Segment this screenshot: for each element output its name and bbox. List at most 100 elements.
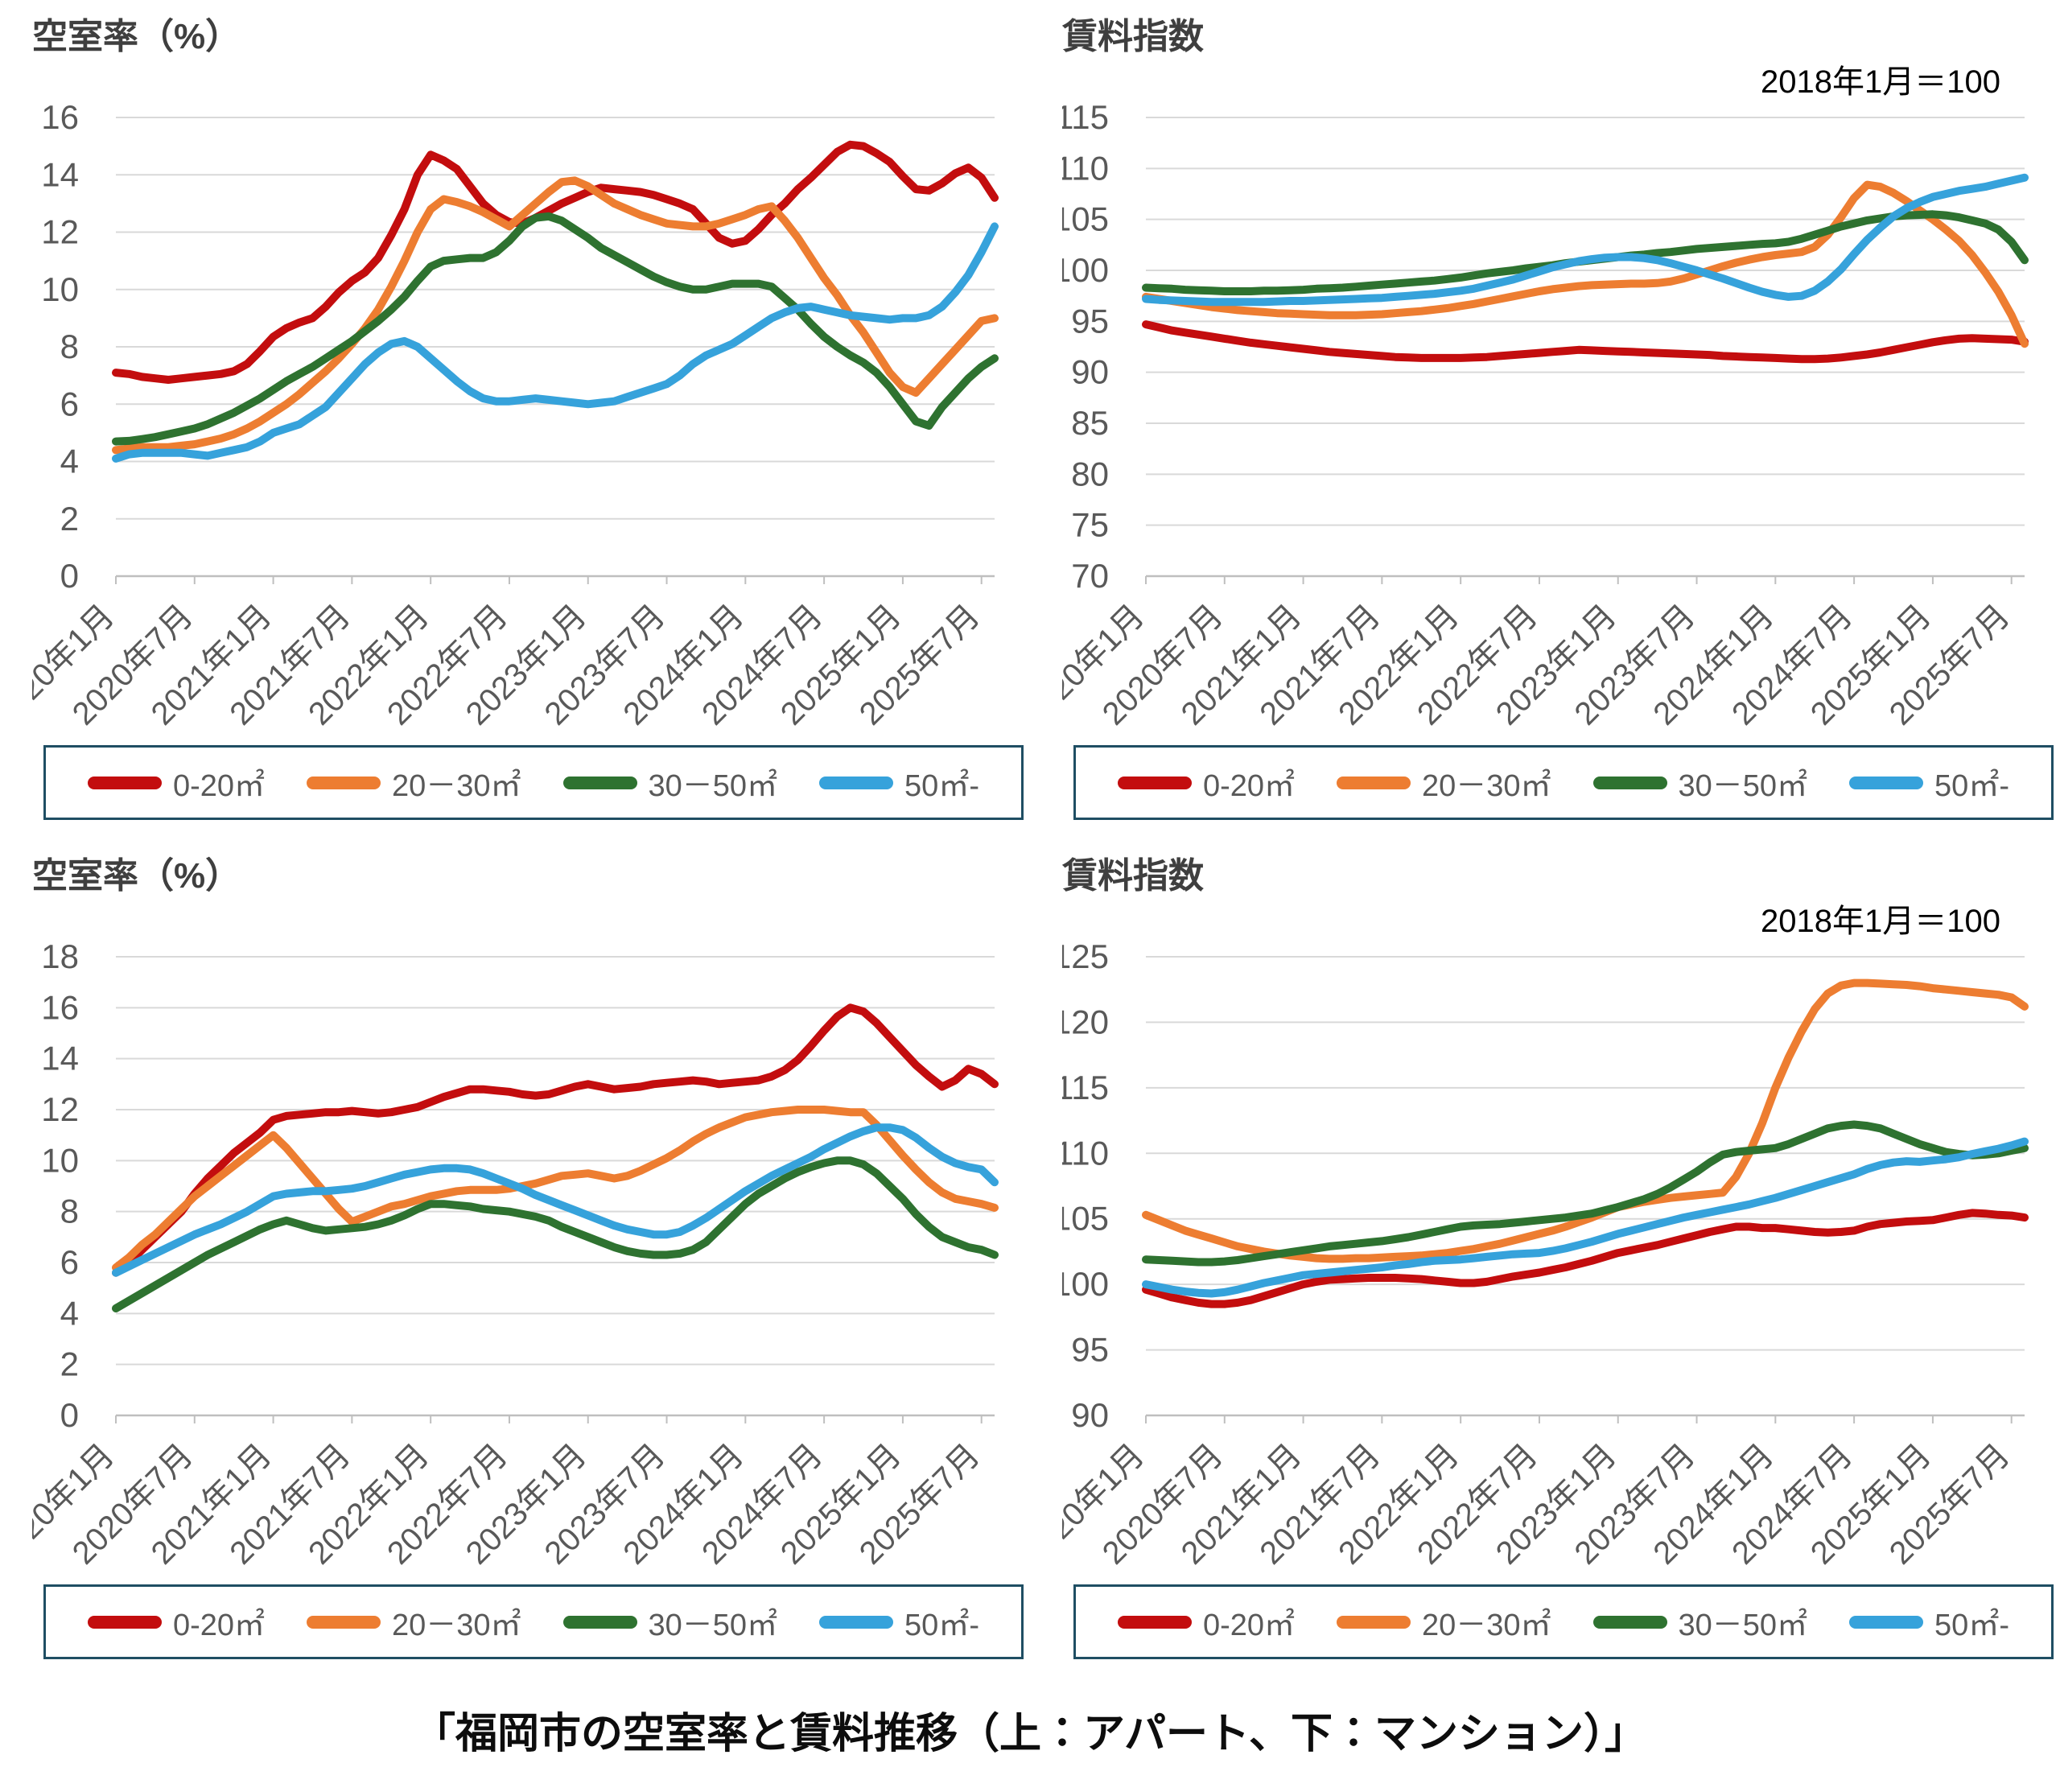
legend-label-50plus: 50㎡- — [904, 1609, 979, 1642]
mansion-vacancy-chart: 空室率（%） 0 2 4 6 8 10 12 14 16 18 2020年1月 2020年7月 2021… — [0, 839, 1030, 1679]
svg-text:16: 16 — [41, 105, 79, 136]
chart-subtitle — [32, 60, 1009, 105]
legend-item-50plus: 50㎡- — [1849, 1600, 2009, 1644]
svg-text:120: 120 — [1062, 1003, 1109, 1040]
legend-swatch-0-20-icon — [1117, 1615, 1192, 1629]
legend-item-20-30: 20－30㎡ — [1337, 760, 1551, 805]
chart-grid: 空室率（%） 0 2 4 6 8 10 12 14 16 2020年1月 2020年7月 2021年1… — [0, 0, 2060, 1679]
legend-item-30-50: 30－50㎡ — [562, 760, 778, 805]
legend-item-20-30: 20－30㎡ — [307, 760, 521, 805]
legend-label-50plus: 50㎡- — [1934, 769, 2009, 803]
svg-text:100: 100 — [1062, 251, 1109, 289]
chart-subtitle: 2018年1月＝100 — [1761, 904, 2000, 939]
legend-label-30-50: 30－50㎡ — [1678, 1609, 1808, 1642]
svg-text:125: 125 — [1062, 944, 1109, 975]
legend-label-30-50: 30－50㎡ — [648, 1609, 778, 1642]
legend-swatch-50plus-icon — [819, 1615, 894, 1629]
x-axis — [115, 1414, 995, 1423]
svg-text:110: 110 — [1062, 1134, 1109, 1172]
legend-label-50plus: 50㎡- — [1934, 1609, 2009, 1642]
chart-plot-area: 70 75 80 85 90 95 100 105 110 115 2020年1月2020年7月20… — [1017, 98, 2036, 740]
y-tick-labels: 90 95 100 105 110 115 120 125 — [1053, 937, 1109, 1434]
chart-title: 空室率（%） — [32, 17, 241, 56]
legend-swatch-30-50-icon — [562, 1615, 637, 1629]
y-tick-labels: 70 75 80 85 90 95 100 105 110 115 — [1053, 98, 1109, 595]
svg-text:2: 2 — [60, 500, 79, 538]
legend-item-30-50: 30－50㎡ — [1592, 1600, 1808, 1644]
legend-swatch-50plus-icon — [1849, 1615, 1924, 1629]
series-line-50plus — [112, 222, 999, 463]
legend-item-20-30: 20－30㎡ — [307, 1600, 521, 1644]
legend-label-30-50: 30－50㎡ — [1678, 769, 1808, 803]
series-line-50plus — [1142, 173, 2029, 307]
legend-item-0-20: 0-20㎡ — [87, 1600, 265, 1644]
series-line-0-20 — [1142, 1209, 2029, 1308]
svg-text:6: 6 — [60, 1243, 79, 1281]
svg-text:12: 12 — [41, 213, 79, 251]
svg-text:10: 10 — [41, 270, 79, 308]
chart-canvas-apartment-rent-index: 70 75 80 85 90 95 100 105 110 115 2020年1月2020年7月20… — [1017, 98, 2029, 732]
chart-legend: 0-20㎡ 20－30㎡ 30－50㎡ 50㎡- — [1073, 745, 2054, 820]
legend-swatch-30-50-icon — [1592, 776, 1667, 789]
chart-title: 賃料指数 — [1062, 17, 1204, 56]
svg-text:4: 4 — [60, 1294, 79, 1332]
series-line-30-50 — [1142, 210, 2029, 295]
mansion-rent-index-chart: 賃料指数 2018年1月＝100 90 95 100 105 110 115 120 125 2… — [1017, 839, 2060, 1679]
svg-text:4: 4 — [60, 443, 79, 480]
legend-label-50plus: 50㎡- — [904, 769, 979, 803]
y-tick-labels: 0 2 4 6 8 10 12 14 16 18 — [41, 937, 79, 1434]
x-tick-labels: 2020年1月2020年7月2021年1月2021年7月2022年1月2022年… — [1017, 598, 2017, 731]
chart-plot-area: 90 95 100 105 110 115 120 125 2020年1月2020年7月2021… — [1017, 937, 2036, 1580]
y-gridlines — [1146, 956, 2025, 1351]
series-line-0-20 — [1142, 320, 2029, 364]
apartment-vacancy-chart: 空室率（%） 0 2 4 6 8 10 12 14 16 2020年1月 2020年7月 2021年1… — [0, 0, 1030, 839]
chart-legend: 0-20㎡ 20－30㎡ 30－50㎡ 50㎡- — [43, 745, 1024, 820]
x-tick-labels: 2020年1月2020年7月2021年1月2021年7月2022年1月2022年… — [0, 598, 987, 731]
svg-text:85: 85 — [1071, 404, 1109, 442]
legend-swatch-20-30-icon — [307, 776, 381, 789]
series-line-30-50 — [112, 1156, 999, 1312]
x-tick-labels: 2020年1月2020年7月2021年1月2021年7月2022年1月2022年… — [0, 1437, 987, 1571]
legend-item-0-20: 0-20㎡ — [87, 760, 265, 805]
series-line-50plus — [112, 1123, 999, 1277]
legend-label-0-20: 0-20㎡ — [1202, 1609, 1296, 1642]
svg-text:90: 90 — [1071, 353, 1109, 391]
chart-plot-area: 0 2 4 6 8 10 12 14 16 2020年1月 2020年7月 2021年1月 2021年7… — [0, 98, 1006, 740]
series-line-0-20 — [112, 140, 999, 384]
legend-swatch-50plus-icon — [1849, 776, 1924, 789]
legend-swatch-50plus-icon — [819, 776, 894, 789]
svg-text:90: 90 — [1071, 1396, 1109, 1434]
svg-text:115: 115 — [1062, 105, 1109, 136]
legend-item-0-20: 0-20㎡ — [1117, 1600, 1296, 1644]
svg-text:0: 0 — [60, 1396, 79, 1434]
legend-item-50plus: 50㎡- — [1849, 760, 2009, 805]
legend-swatch-0-20-icon — [87, 1615, 162, 1629]
svg-text:95: 95 — [1071, 302, 1109, 340]
series-line-30-50 — [112, 212, 999, 446]
svg-text:115: 115 — [1062, 1069, 1109, 1106]
chart-subtitle — [32, 899, 1009, 944]
series-line-0-20 — [112, 1003, 999, 1277]
x-axis — [1145, 575, 2025, 584]
svg-text:95: 95 — [1071, 1331, 1109, 1369]
series-line-20-30 — [1142, 180, 2029, 348]
legend-swatch-20-30-icon — [1337, 776, 1411, 789]
legend-swatch-0-20-icon — [87, 776, 162, 789]
chart-legend: 0-20㎡ 20－30㎡ 30－50㎡ 50㎡- — [1073, 1584, 2054, 1659]
legend-swatch-20-30-icon — [307, 1615, 381, 1629]
y-tick-labels: 0 2 4 6 8 10 12 14 16 — [41, 98, 79, 595]
legend-label-30-50: 30－50㎡ — [648, 769, 778, 803]
legend-label-20-30: 20－30㎡ — [392, 1609, 521, 1642]
chart-canvas-apartment-vacancy: 0 2 4 6 8 10 12 14 16 2020年1月2020年7月2021年1月2021年7… — [0, 98, 999, 732]
svg-text:80: 80 — [1071, 455, 1109, 492]
svg-text:70: 70 — [1071, 557, 1109, 595]
svg-text:6: 6 — [60, 385, 79, 422]
legend-label-20-30: 20－30㎡ — [1422, 769, 1551, 803]
svg-text:2: 2 — [60, 1345, 79, 1383]
legend-item-30-50: 30－50㎡ — [562, 1600, 778, 1644]
svg-text:75: 75 — [1071, 506, 1109, 544]
series-line-30-50 — [1142, 1120, 2029, 1267]
svg-text:100: 100 — [1062, 1265, 1109, 1303]
series-line-50plus — [1142, 1137, 2029, 1298]
apartment-rent-index-chart: 賃料指数 2018年1月＝100 70 75 80 85 90 95 100 105 110 11… — [1017, 0, 2060, 839]
